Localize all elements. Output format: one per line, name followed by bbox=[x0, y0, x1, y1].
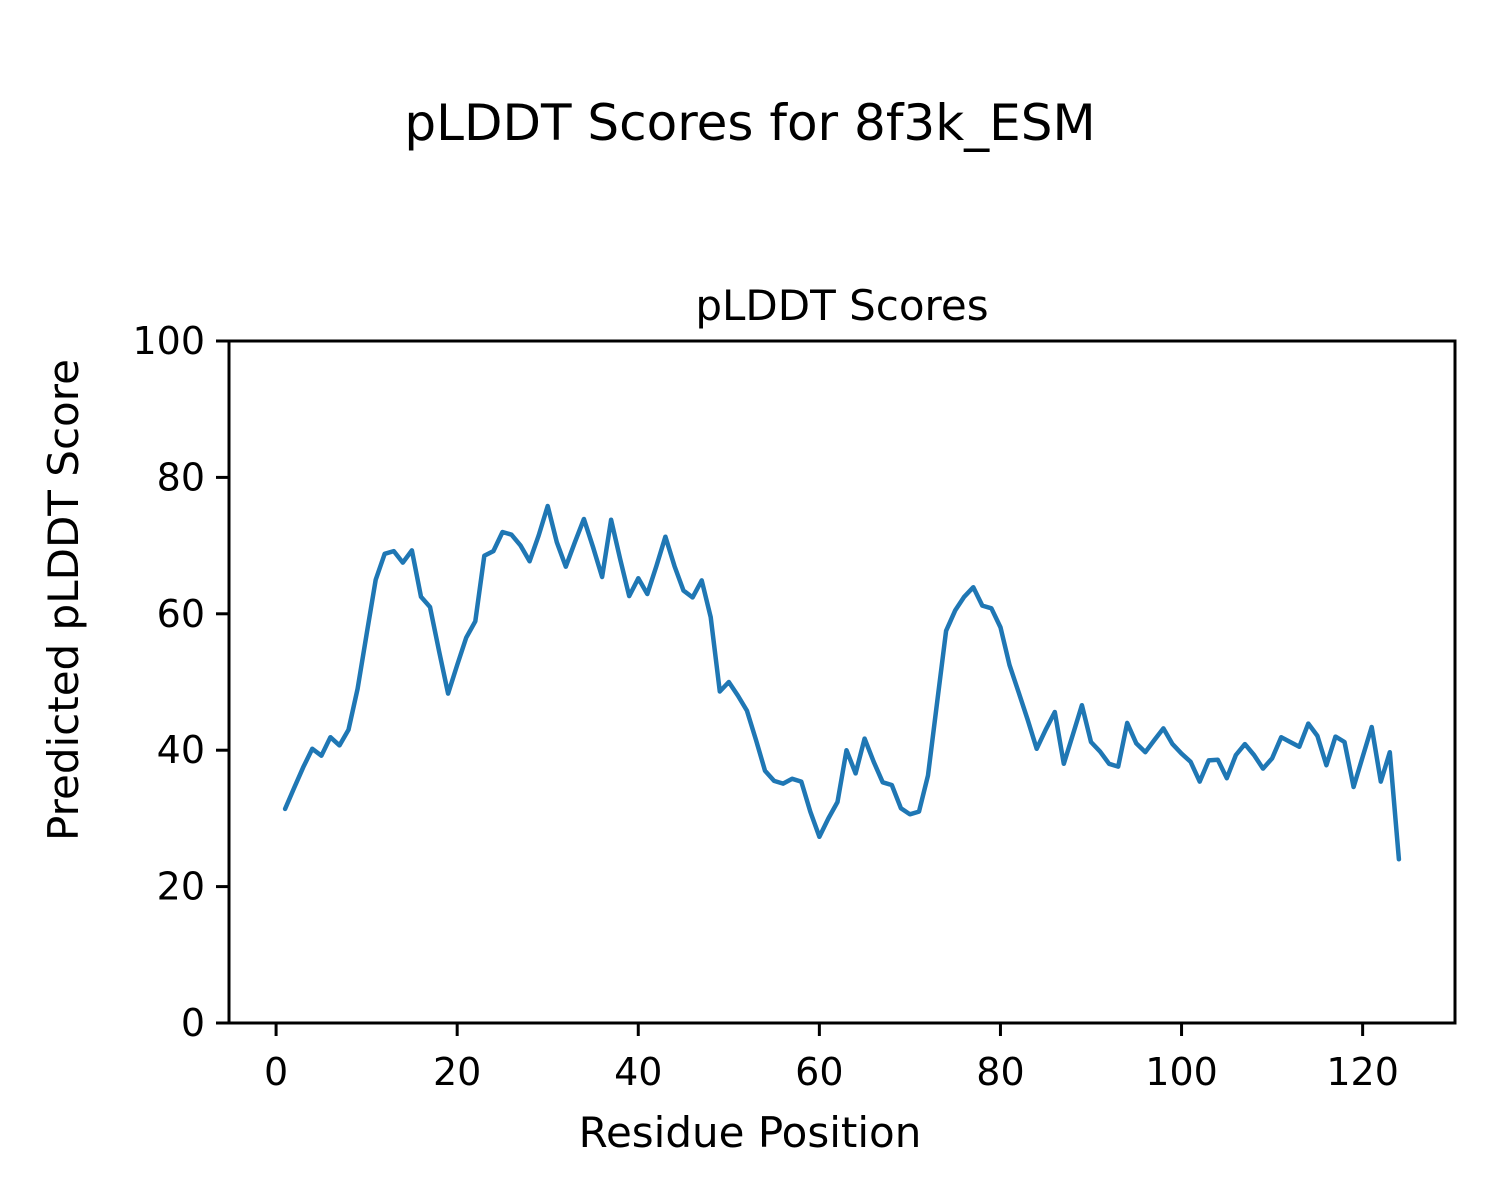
y-tick-label: 80 bbox=[157, 455, 205, 499]
x-axis-label: Residue Position bbox=[579, 1108, 922, 1157]
x-tick-label: 20 bbox=[433, 1050, 481, 1094]
y-tick-label: 40 bbox=[157, 728, 205, 772]
x-tick-label: 120 bbox=[1326, 1050, 1399, 1094]
y-tick-label: 100 bbox=[132, 319, 205, 363]
axes-title: pLDDT Scores bbox=[695, 281, 988, 330]
x-tick-label: 60 bbox=[795, 1050, 843, 1094]
y-tick-label: 20 bbox=[157, 865, 205, 909]
x-tick-label: 100 bbox=[1145, 1050, 1218, 1094]
plot-area bbox=[227, 339, 1457, 1025]
axis-ticks: 0 20 40 60 80 100 120 0 20 40 60 80 100 bbox=[132, 319, 1398, 1094]
x-tick-label: 40 bbox=[614, 1050, 662, 1094]
y-tick-label: 60 bbox=[157, 592, 205, 636]
plddt-line bbox=[282, 503, 1402, 862]
y-axis-label: Predicted pLDDT Score bbox=[39, 359, 88, 841]
data-line-layer bbox=[282, 503, 1402, 862]
x-tick-label: 80 bbox=[976, 1050, 1024, 1094]
x-tick-label: 0 bbox=[264, 1050, 288, 1094]
figure-title: pLDDT Scores for 8f3k_ESM bbox=[404, 94, 1095, 152]
y-tick-label: 0 bbox=[181, 1001, 205, 1045]
